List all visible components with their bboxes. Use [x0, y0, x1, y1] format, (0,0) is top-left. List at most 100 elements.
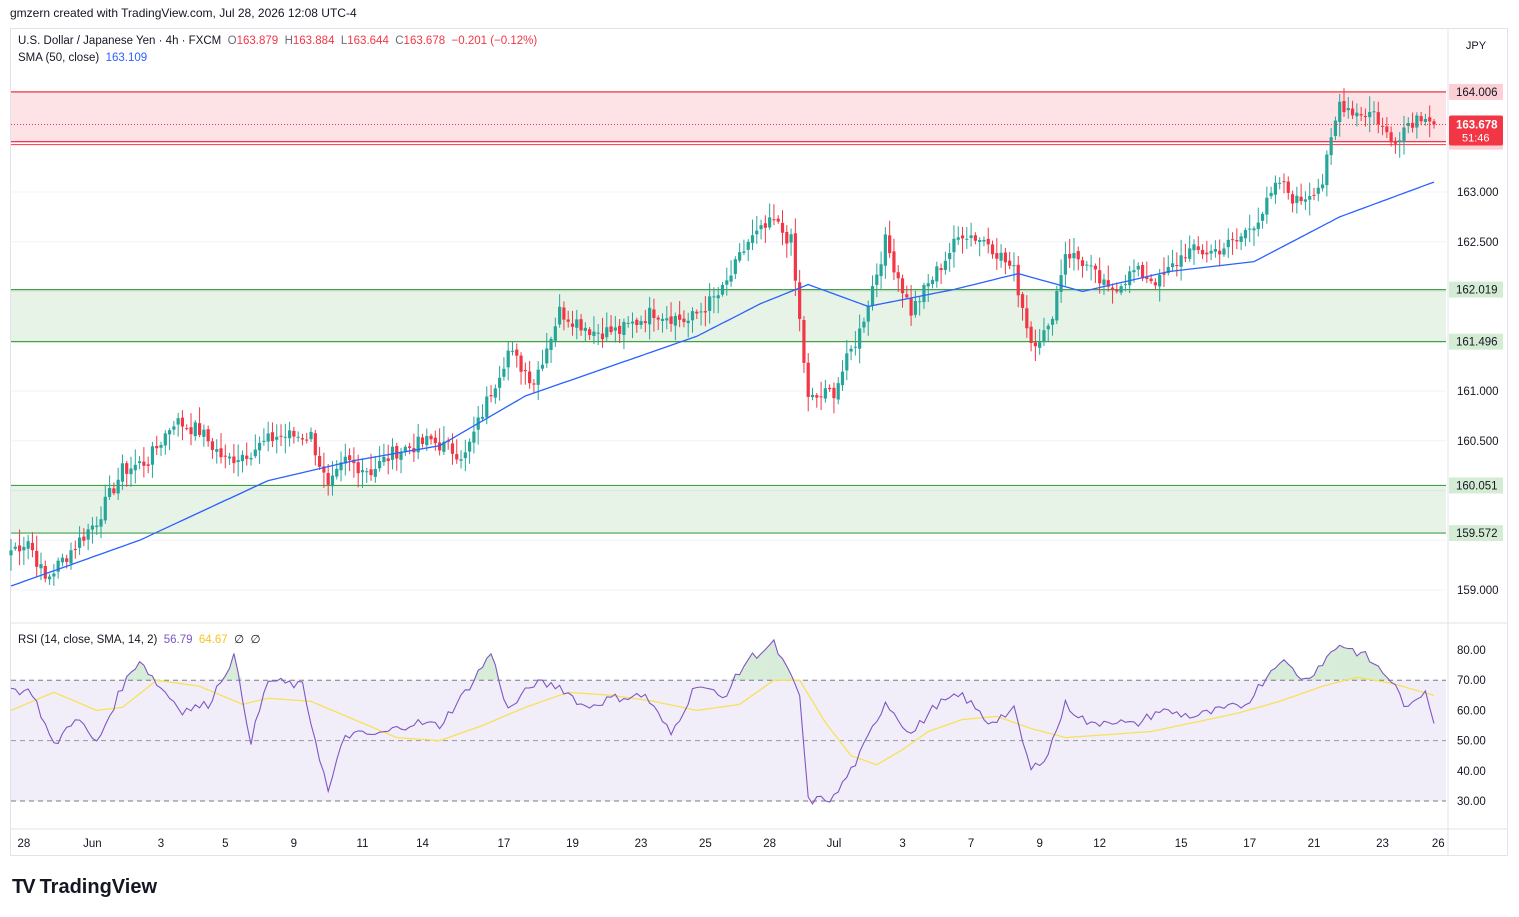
candle-body — [588, 329, 592, 336]
candle-body — [52, 573, 56, 577]
candle-body — [1320, 184, 1325, 189]
candle-body — [1140, 265, 1145, 279]
candle-body — [738, 252, 742, 261]
rsi-tick-label: 60.00 — [1457, 705, 1486, 717]
candle-body — [948, 253, 952, 260]
change-value: −0.201 (−0.12%) — [451, 35, 538, 47]
candle-body — [553, 326, 557, 341]
candle-body — [1256, 222, 1260, 230]
candle-body — [65, 558, 69, 562]
candle-body — [690, 311, 695, 321]
candle-body — [780, 222, 785, 233]
candle-body — [729, 275, 733, 282]
candle-body — [253, 449, 257, 457]
rsi-overbought-fill — [761, 649, 766, 681]
candle-body — [26, 541, 30, 549]
candle-body — [1269, 192, 1273, 197]
candle-body — [1162, 273, 1166, 275]
candle-body — [236, 460, 240, 463]
candle-body — [922, 285, 926, 303]
time-tick-label: 17 — [498, 838, 511, 850]
candle-body — [862, 321, 866, 328]
symbol-label[interactable]: U.S. Dollar / Japanese Yen · 4h · FXCM — [18, 35, 222, 47]
candle-body — [1119, 286, 1123, 293]
candle-body — [360, 470, 365, 473]
candle-body — [1406, 123, 1410, 127]
time-tick-label: 23 — [635, 838, 648, 850]
candle-body — [1346, 108, 1350, 111]
candle-body — [549, 338, 553, 351]
candle-body — [107, 487, 112, 497]
candle-body — [759, 225, 763, 230]
candle-body — [570, 323, 575, 327]
candle-body — [1243, 230, 1248, 239]
candle-body — [262, 440, 266, 442]
candle-body — [339, 462, 343, 471]
candle-body — [609, 326, 613, 333]
candle-body — [335, 468, 339, 477]
sma-legend[interactable]: SMA (50, close) 163.109 — [18, 52, 147, 64]
rsi-overbought-fill — [126, 672, 132, 681]
candle-body — [875, 274, 879, 285]
candle-body — [176, 418, 180, 425]
candle-body — [622, 321, 626, 335]
candle-body — [905, 294, 909, 298]
candle-body — [626, 322, 630, 324]
time-tick-label: Jul — [827, 838, 842, 850]
candle-body — [330, 475, 335, 487]
currency-button[interactable]: JPY — [1465, 40, 1487, 52]
candle-body — [1170, 263, 1175, 268]
price-tick-label: 160.500 — [1457, 436, 1499, 448]
candle-body — [193, 422, 197, 437]
rsi-legend[interactable]: RSI (14, close, SMA, 14, 2) 56.79 64.67 … — [18, 632, 261, 646]
candle-body — [1089, 265, 1093, 267]
candle-body — [789, 234, 793, 243]
rsi-overbought-fill — [1326, 651, 1332, 681]
rsi-overbought-fill — [1339, 645, 1344, 681]
zone-label-box-resistance-high — [1449, 83, 1503, 100]
candle-body — [1136, 265, 1140, 270]
candle-body — [1093, 265, 1097, 270]
candle-body — [913, 300, 917, 315]
candle-body — [656, 317, 660, 320]
candle-body — [733, 259, 737, 274]
candle-body — [395, 446, 399, 459]
candle-body — [438, 442, 442, 451]
candle-body — [189, 427, 193, 435]
candle-body — [1153, 282, 1158, 286]
candle-body — [982, 239, 986, 242]
candle-body — [896, 272, 900, 279]
candle-body — [583, 327, 587, 331]
candle-body — [892, 251, 896, 273]
candle-body — [1072, 252, 1076, 259]
candle-body — [952, 238, 956, 253]
time-tick-label: 28 — [17, 838, 30, 850]
rsi-overbought-fill — [1365, 651, 1370, 681]
candle-body — [703, 311, 707, 313]
rsi-overbought-fill — [1283, 659, 1289, 681]
candle-body — [1200, 249, 1205, 255]
tradingview-brand: TV TradingView — [12, 876, 157, 899]
candle-body — [172, 426, 176, 430]
candle-body — [283, 436, 287, 438]
candle-body — [1222, 248, 1226, 255]
candle-body — [146, 464, 150, 466]
candle-body — [47, 576, 52, 580]
candle-body — [129, 468, 133, 475]
candle-body — [69, 550, 73, 564]
rsi-overbought-fill — [778, 654, 783, 681]
chart-frame — [10, 28, 1508, 856]
open-value: 163.879 — [236, 35, 279, 47]
candle-body — [1355, 112, 1359, 117]
rsi-overbought-fill — [1348, 648, 1353, 681]
low-label: L — [340, 35, 348, 47]
candle-body — [772, 219, 776, 221]
rsi-overbought-fill — [1356, 652, 1362, 681]
rsi-overbought-fill — [478, 667, 483, 681]
candle-body — [1248, 228, 1252, 230]
candle-body — [956, 237, 960, 240]
candle-body — [1230, 239, 1235, 241]
countdown-label: 51:46 — [1462, 133, 1490, 145]
rsi-tick-label: 80.00 — [1457, 645, 1486, 657]
